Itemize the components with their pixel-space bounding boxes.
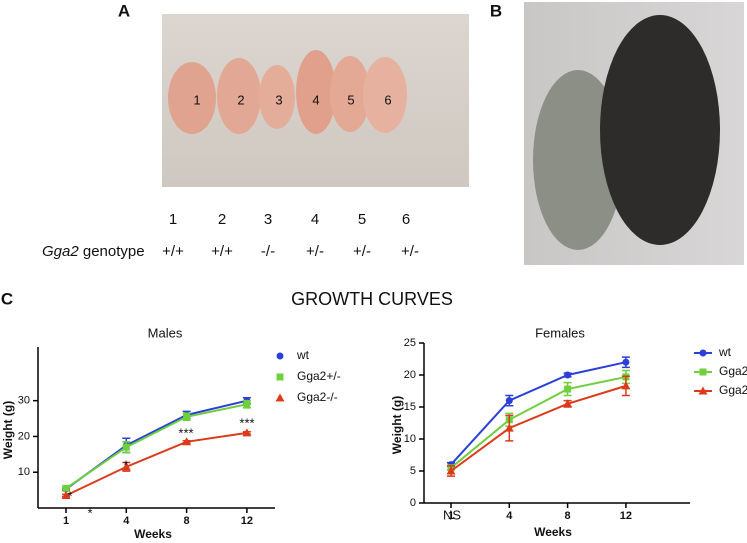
y-tick-label: 10 [18, 466, 30, 478]
row-label: Gga2 genotype [42, 243, 145, 260]
y-tick-label: 15 [404, 401, 416, 413]
photo-mice [524, 2, 744, 265]
annotation: * [123, 457, 128, 472]
pup-label: 1 [193, 92, 200, 107]
marker [621, 381, 631, 390]
marker [505, 397, 513, 405]
y-tick-label: 20 [18, 430, 30, 442]
annotation: *** [239, 415, 254, 430]
legend-label: Gga2+/- [719, 364, 747, 378]
x-tick-label: 4 [123, 515, 130, 527]
column-number: 5 [358, 211, 366, 228]
x-tick-label: 8 [565, 510, 571, 522]
legend-marker [698, 386, 708, 395]
y-tick-label: 20 [404, 369, 416, 381]
y-axis-label: Weight (g) [390, 396, 404, 454]
marker [243, 400, 251, 408]
series-line [65, 399, 248, 490]
marker [182, 437, 192, 446]
legend-label: wt [718, 345, 732, 359]
genotype-table: Gga2 genotype [42, 243, 145, 260]
marker [183, 413, 191, 421]
legend-label: wt [296, 348, 310, 362]
marker [504, 423, 514, 432]
y-tick-label: 5 [410, 465, 416, 477]
series-line [65, 431, 248, 497]
y-tick-label: 0 [410, 497, 416, 509]
annotation: * [87, 505, 92, 520]
marker [564, 385, 572, 393]
marker [62, 484, 70, 492]
y-tick-label: 10 [404, 433, 416, 445]
pup-label: 5 [347, 92, 354, 107]
x-tick-label: 8 [184, 515, 190, 527]
marker [242, 428, 252, 437]
panel-label: B [490, 1, 502, 20]
series-line [450, 361, 627, 466]
legend-marker [276, 373, 284, 381]
photo-pups [162, 14, 469, 187]
gene-name: Gga2 [42, 243, 79, 260]
figure-title: GROWTH CURVES [291, 289, 453, 309]
y-tick-label: 30 [18, 395, 30, 407]
genotype: +/- [353, 243, 371, 260]
marker [122, 443, 130, 451]
x-axis-label: Weeks [134, 527, 172, 541]
genotype: +/- [306, 243, 324, 260]
series-line [450, 384, 627, 472]
panel-label: C [1, 289, 13, 308]
marker [446, 466, 456, 475]
pup-label: 6 [384, 92, 391, 107]
chart-title: Females [535, 325, 585, 340]
pup-label: 4 [312, 92, 319, 107]
legend-label: Gga2+/- [297, 369, 341, 383]
legend-label: Gga2-/- [297, 390, 338, 404]
x-tick-label: 4 [506, 510, 513, 522]
column-number: 1 [169, 211, 177, 228]
series-line [450, 375, 627, 469]
x-axis-label: Weeks [534, 525, 572, 539]
annotation: *** [178, 425, 193, 440]
column-number: 6 [402, 211, 410, 228]
pup-label: 2 [237, 92, 244, 107]
series-line [65, 403, 248, 490]
pup-label: 3 [275, 92, 282, 107]
panel-label: A [118, 1, 130, 20]
marker [61, 490, 71, 499]
legend-marker [275, 393, 285, 402]
legend-marker [699, 349, 707, 357]
genotype: +/- [401, 243, 419, 260]
marker [563, 399, 573, 408]
legend-marker [276, 352, 284, 360]
genotype: +/+ [162, 243, 184, 260]
legend-label: Gga2-/- [719, 383, 747, 397]
marker [564, 371, 572, 379]
x-tick-label: 1 [448, 510, 454, 522]
genotype: +/+ [211, 243, 233, 260]
chart-title: Males [148, 325, 183, 340]
marker [121, 462, 131, 471]
annotation: NS [443, 507, 461, 522]
genotype: -/- [261, 243, 275, 260]
x-tick-label: 12 [241, 515, 253, 527]
y-tick-label: 25 [404, 337, 416, 349]
x-tick-label: 1 [63, 515, 69, 527]
x-tick-label: 12 [620, 510, 632, 522]
column-number: 3 [264, 211, 272, 228]
annotation: * [67, 488, 72, 503]
row-label-text: genotype [83, 243, 145, 260]
column-number: 2 [218, 211, 226, 228]
column-number: 4 [311, 211, 319, 228]
marker [622, 358, 630, 366]
legend-marker [699, 368, 707, 376]
y-axis-label: Weight (g) [1, 401, 15, 459]
